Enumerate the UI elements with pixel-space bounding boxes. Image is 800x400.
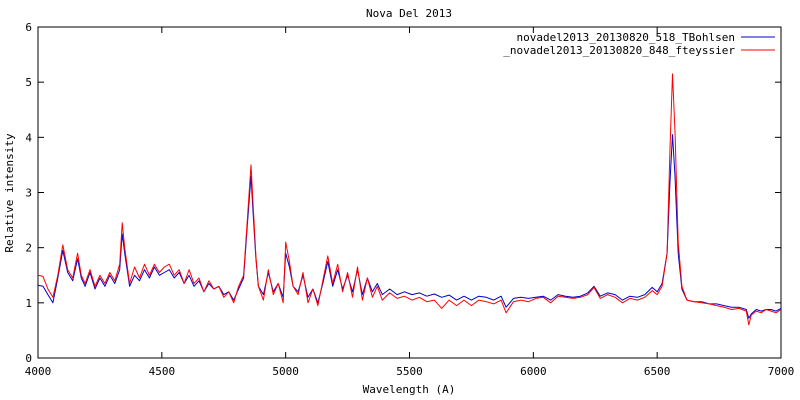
chart-title: Nova Del 2013 xyxy=(366,7,452,20)
x-tick-label: 7000 xyxy=(768,365,795,378)
x-tick-label: 6000 xyxy=(520,365,547,378)
x-axis-label: Wavelength (A) xyxy=(363,383,456,396)
x-tick-label: 6500 xyxy=(644,365,671,378)
y-tick-label: 5 xyxy=(25,76,32,89)
y-tick-label: 6 xyxy=(25,21,32,34)
legend-label-2: _novadel2013_20130820_848_fteyssier xyxy=(503,44,735,57)
x-tick-label: 5500 xyxy=(396,365,423,378)
x-tick-label: 4000 xyxy=(25,365,52,378)
x-axis: 4000 4500 5000 5500 6000 6500 7000 xyxy=(25,27,795,378)
y-tick-label: 0 xyxy=(25,352,32,365)
y-tick-label: 1 xyxy=(25,297,32,310)
legend-label-1: novadel2013_20130820_518_TBohlsen xyxy=(516,31,735,44)
y-axis-label: Relative intensity xyxy=(3,133,16,253)
y-tick-label: 3 xyxy=(25,187,32,200)
legend: novadel2013_20130820_518_TBohlsen_novade… xyxy=(503,31,775,57)
y-tick-label: 2 xyxy=(25,242,32,255)
x-tick-label: 5000 xyxy=(272,365,299,378)
series-lines xyxy=(37,73,782,326)
series-line-2 xyxy=(37,73,782,326)
y-tick-label: 4 xyxy=(25,131,32,144)
y-axis: 0 1 2 3 4 5 6 xyxy=(25,21,781,365)
x-tick-label: 4500 xyxy=(149,365,176,378)
